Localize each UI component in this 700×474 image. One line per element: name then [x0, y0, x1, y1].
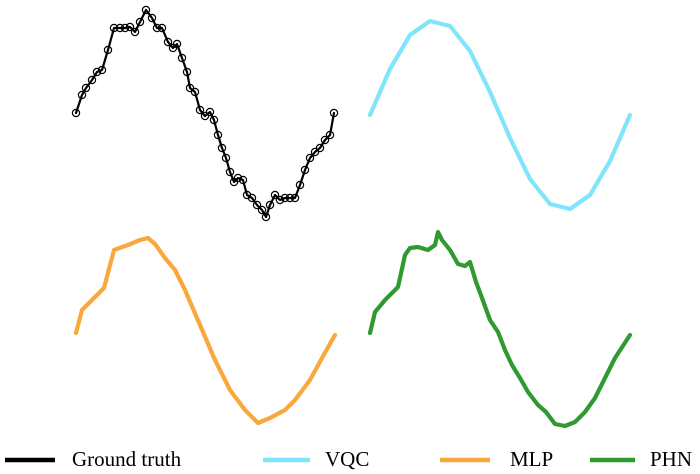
point [290, 193, 300, 203]
point [92, 67, 102, 77]
point [177, 53, 187, 63]
series-line [367, 229, 633, 429]
point [109, 23, 119, 33]
point [172, 39, 182, 49]
point [87, 75, 97, 85]
point [200, 111, 210, 121]
point [315, 143, 325, 153]
point [141, 5, 151, 15]
point [252, 200, 262, 210]
point [71, 108, 81, 118]
point [115, 23, 125, 33]
point [257, 205, 267, 215]
point [120, 23, 130, 33]
point [147, 13, 157, 23]
point [152, 23, 162, 33]
legend-label: Ground truth [72, 447, 182, 471]
point [285, 193, 295, 203]
legend-label: VQC [325, 447, 369, 471]
legend-label: MLP [510, 447, 553, 471]
series-line [73, 235, 338, 426]
point [270, 190, 280, 200]
point [280, 193, 290, 203]
point [225, 167, 235, 177]
point [265, 200, 275, 210]
point [135, 17, 145, 27]
point [213, 130, 223, 140]
point [185, 83, 195, 93]
point [247, 193, 257, 203]
point [329, 108, 339, 118]
point [310, 147, 320, 157]
point [320, 135, 330, 145]
point [195, 105, 205, 115]
point [125, 22, 135, 32]
point [163, 37, 173, 47]
point [295, 180, 305, 190]
point [261, 212, 271, 222]
point [305, 153, 315, 163]
point [157, 23, 167, 33]
point [182, 67, 192, 77]
series-line [74, 8, 336, 219]
point [233, 173, 243, 183]
legend-label: PHN [650, 447, 692, 471]
point [221, 153, 231, 163]
point [190, 87, 200, 97]
point [97, 65, 107, 75]
point [205, 107, 215, 117]
point [103, 45, 113, 55]
point [238, 175, 248, 185]
point [325, 130, 335, 140]
point [77, 90, 87, 100]
point [217, 143, 227, 153]
point [209, 115, 219, 125]
series-line [367, 18, 633, 212]
point [300, 165, 310, 175]
point [275, 195, 285, 205]
point [130, 27, 140, 37]
point [81, 83, 91, 93]
